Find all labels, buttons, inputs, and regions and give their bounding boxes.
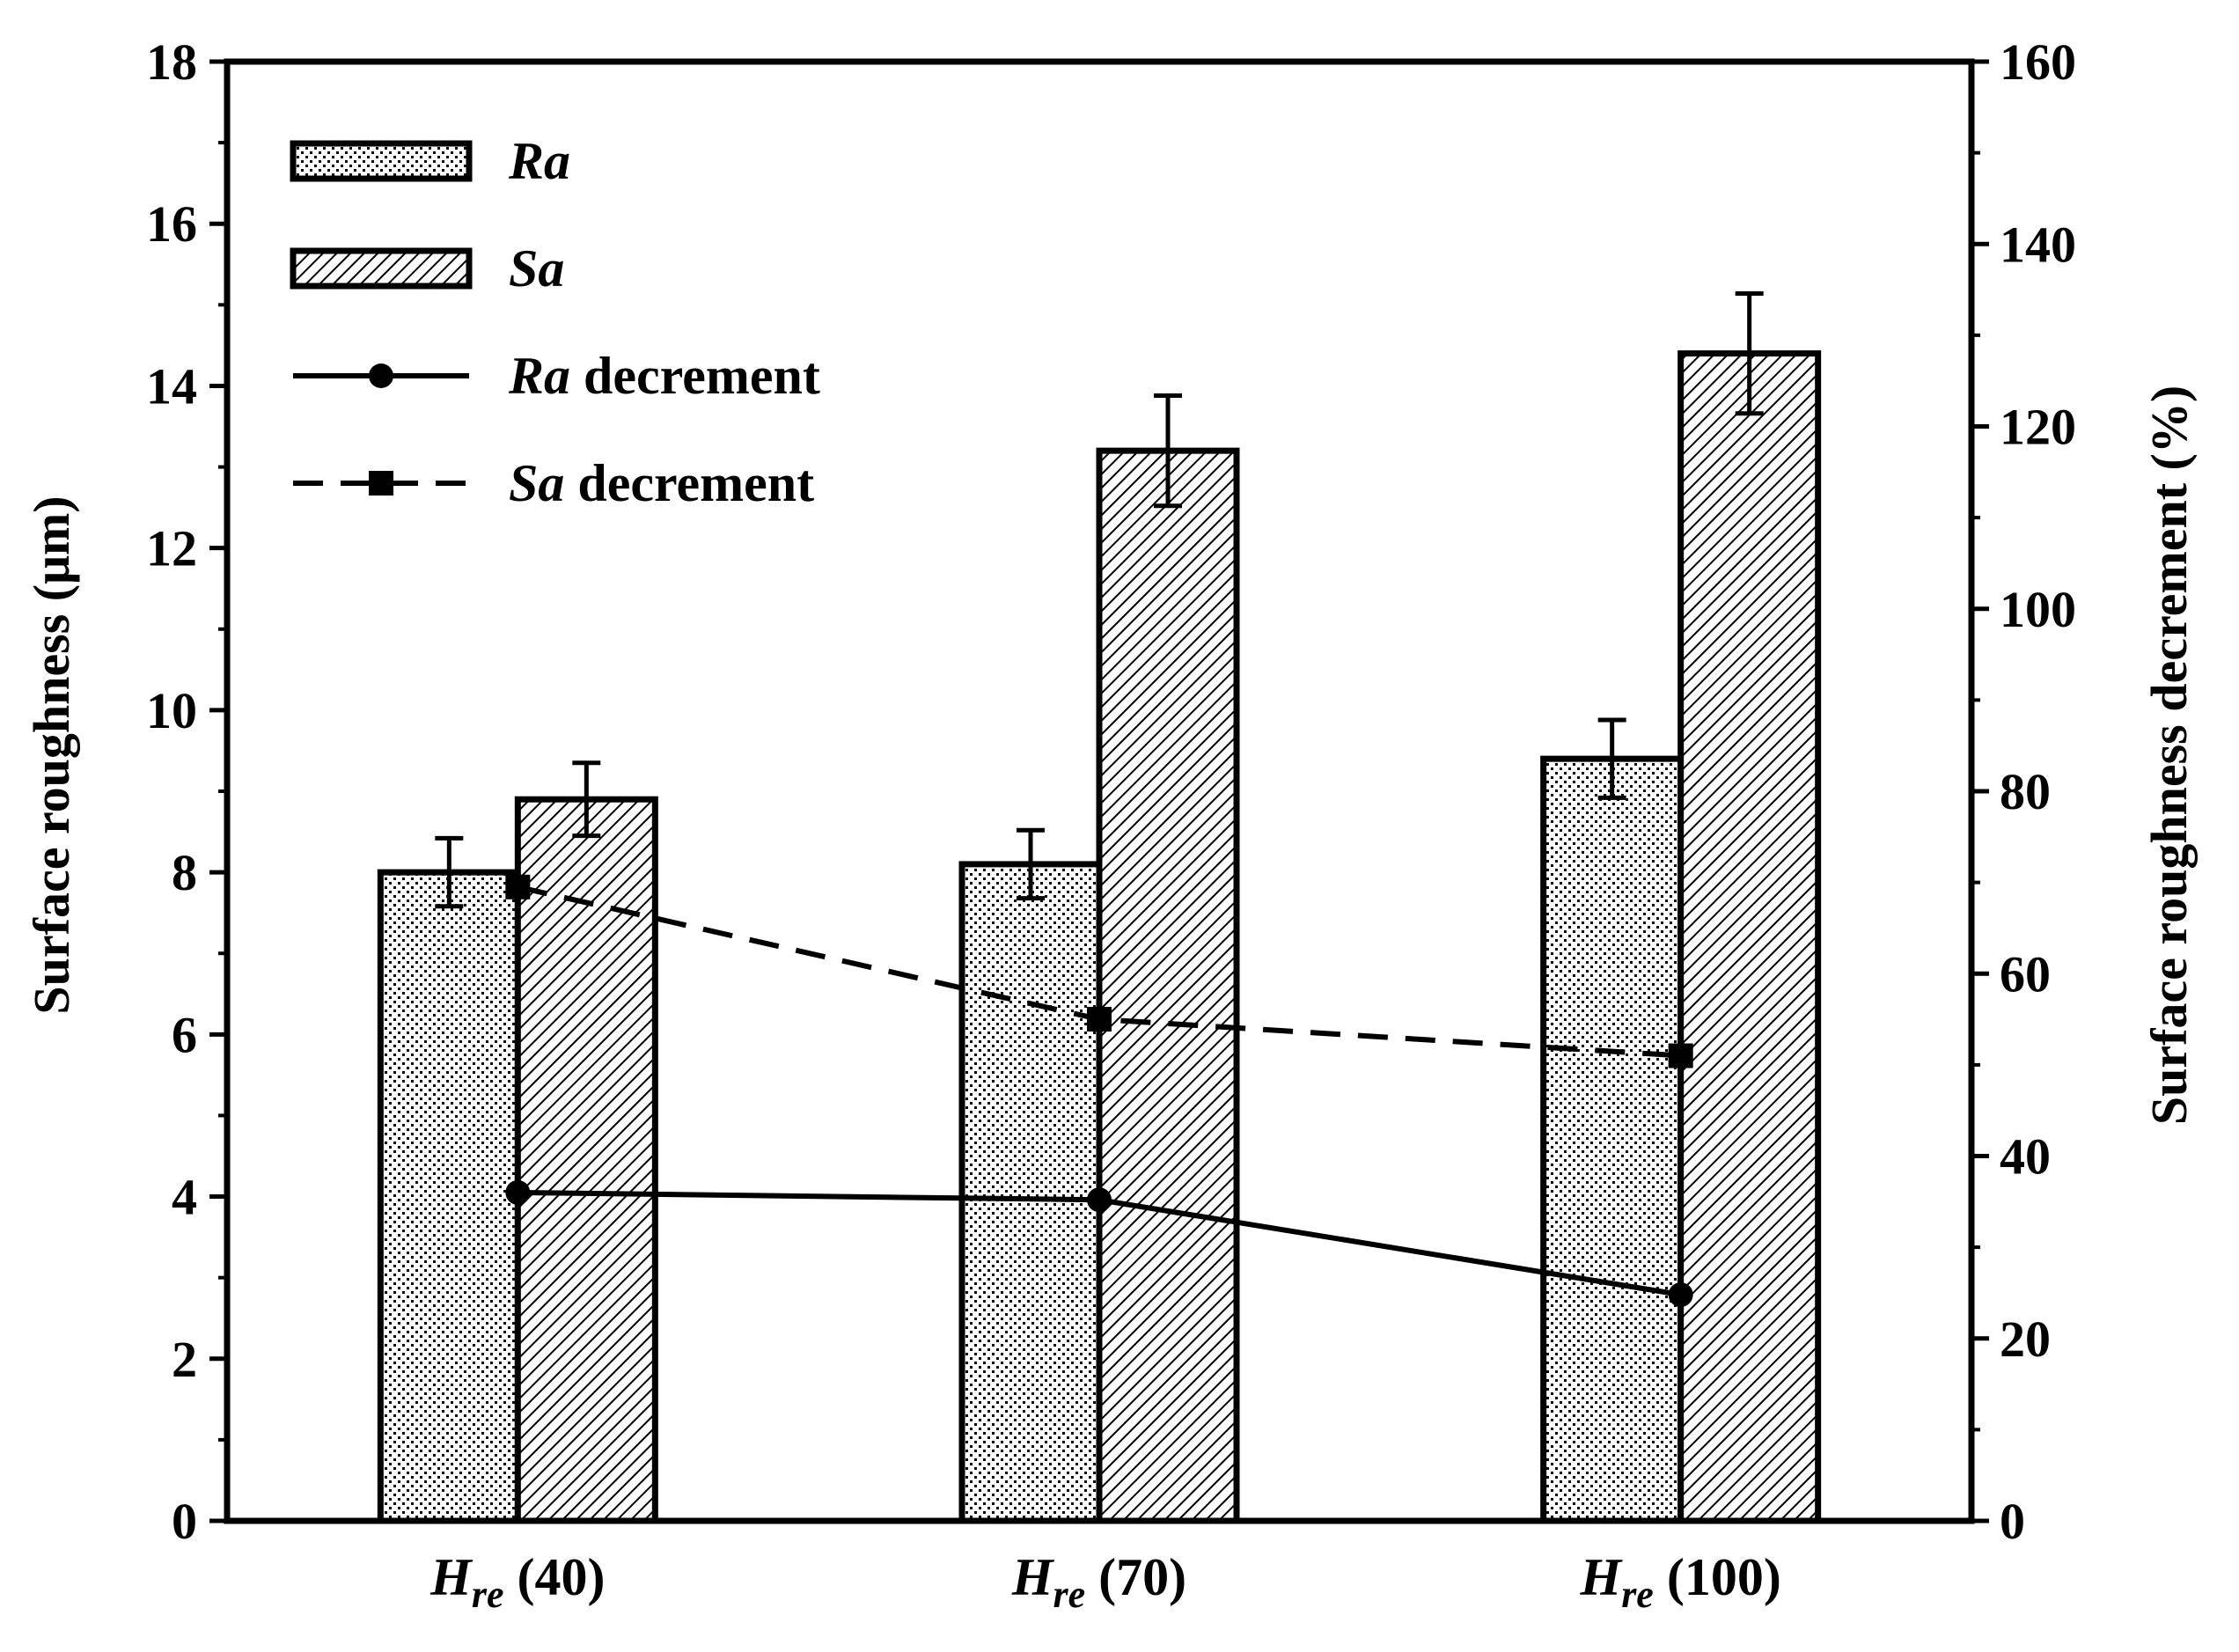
error-bar-ra-1 (1017, 827, 1045, 901)
error-bar-sa-1 (1154, 393, 1182, 509)
y2-tick-label-80: 80 (2000, 763, 2051, 820)
legend-label-sa: Sa (509, 239, 564, 297)
y2-tick-label-0: 0 (2000, 1493, 2025, 1550)
error-bar-sa-2 (1735, 290, 1764, 416)
error-bar-ra-2 (1597, 717, 1626, 800)
error-bar-ra-0 (435, 835, 464, 909)
y-tick-label-2: 2 (172, 1331, 197, 1388)
legend-marker-ra-decrement (369, 363, 393, 388)
legend-marker-sa-decrement (369, 471, 393, 496)
marker-sa-decrement-2 (1668, 1043, 1693, 1068)
y-tick-label-6: 6 (172, 1006, 197, 1063)
marker-ra-decrement-0 (505, 1179, 531, 1205)
y-tick-label-12: 12 (146, 520, 197, 577)
x-tick-label-2: Hre (100) (1580, 1548, 1781, 1616)
legend-swatch-ra (290, 140, 473, 182)
y2-tick-label-120: 120 (2000, 399, 2076, 456)
x-tick-label-0: Hre (40) (429, 1548, 605, 1616)
bar-sa-0 (514, 796, 658, 1524)
legend-label-sa-decrement: Sa decrement (509, 454, 814, 512)
legend-label-ra: Ra (508, 132, 570, 190)
x-tick-label-1: Hre (70) (1011, 1548, 1186, 1616)
bar-ra-1 (958, 861, 1103, 1524)
marker-ra-decrement-1 (1087, 1187, 1112, 1213)
bar-ra-0 (377, 869, 521, 1524)
y2-tick-label-60: 60 (2000, 945, 2051, 1002)
y-axis-title: Surface roughness (μm) (23, 496, 80, 1014)
y-tick-label-16: 16 (146, 195, 197, 253)
y2-tick-label-160: 160 (2000, 33, 2076, 91)
y-tick-label-14: 14 (146, 357, 197, 415)
y-tick-label-10: 10 (146, 682, 197, 739)
y2-tick-label-40: 40 (2000, 1128, 2051, 1186)
bar-ra-2 (1540, 755, 1685, 1524)
bar-sa-1 (1096, 447, 1240, 1524)
legend-swatch-sa (290, 247, 473, 290)
y2-tick-label-20: 20 (2000, 1311, 2051, 1368)
y2-tick-label-100: 100 (2000, 581, 2076, 638)
marker-ra-decrement-2 (1668, 1282, 1693, 1308)
y2-tick-label-140: 140 (2000, 216, 2076, 273)
y-tick-label-0: 0 (172, 1493, 197, 1550)
y-tick-label-8: 8 (172, 844, 197, 901)
legend-label-ra-decrement: Ra decrement (508, 347, 820, 405)
error-bar-sa-0 (572, 760, 601, 839)
marker-sa-decrement-1 (1087, 1007, 1112, 1032)
y-tick-label-4: 4 (172, 1169, 197, 1226)
marker-sa-decrement-0 (505, 874, 531, 899)
y-tick-label-18: 18 (146, 33, 197, 91)
bar-sa-2 (1677, 350, 1822, 1524)
y2-axis-title: Surface roughness decrement (%) (2140, 385, 2198, 1125)
